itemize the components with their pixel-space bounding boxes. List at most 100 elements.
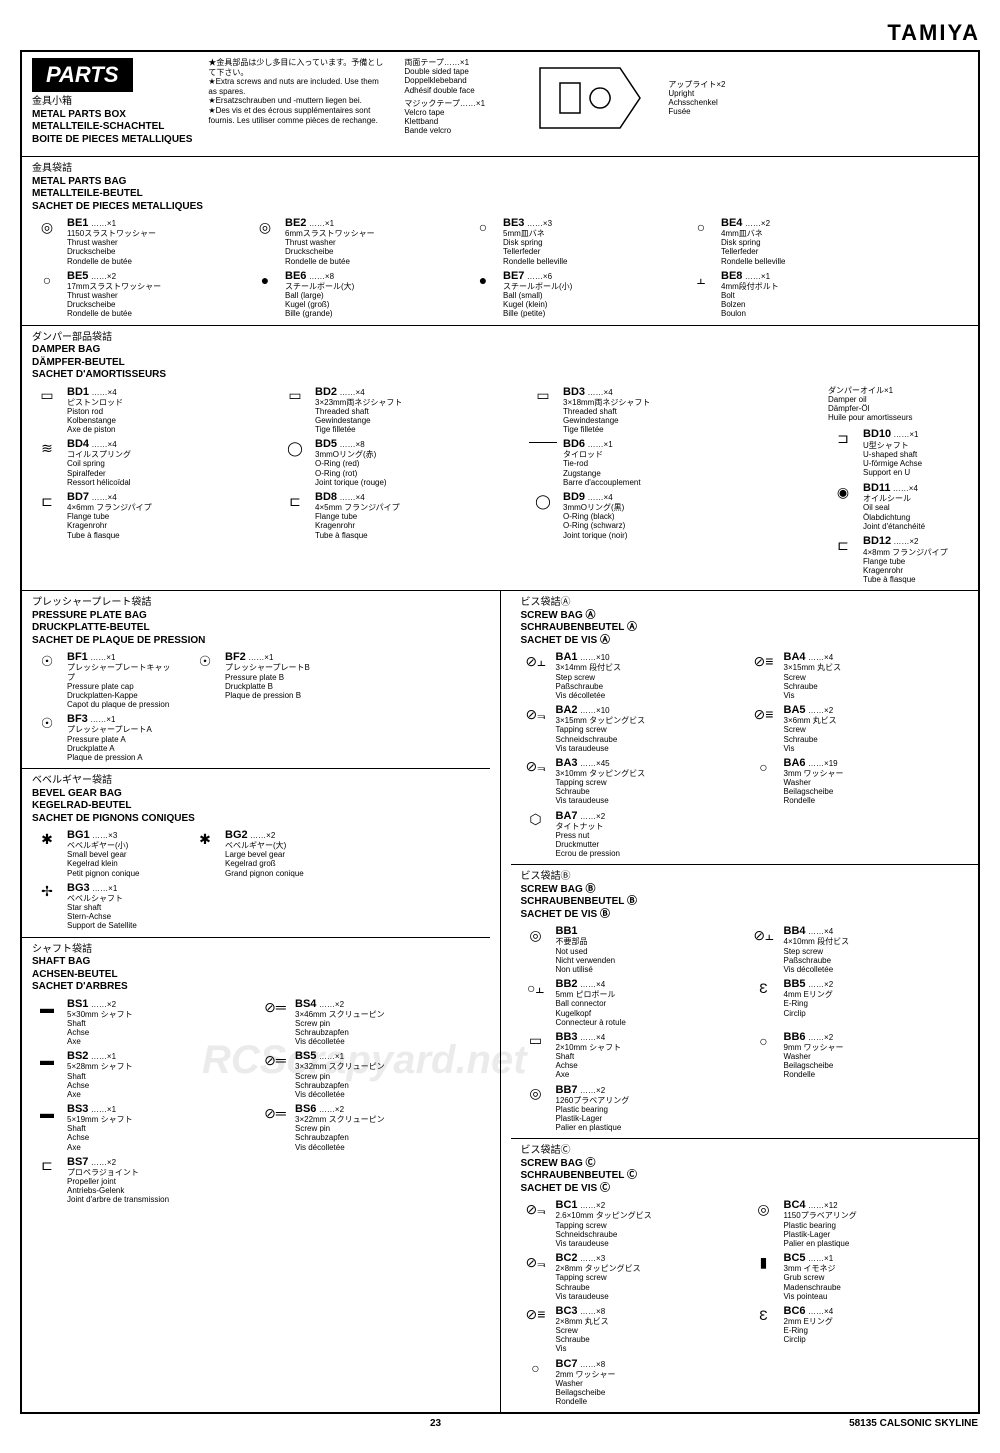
part-jp: 5×28mm シャフト — [67, 1062, 133, 1071]
note-de: ★Ersatzschrauben und -muttern liegen bei… — [208, 96, 388, 106]
part-BC7: ○BC7 ……×82mm ワッシャーWasherBeilagscheibeRon… — [521, 1358, 731, 1407]
damper-section: ダンパー部品袋詰 DAMPER BAG DÄMPFER-BEUTEL SACHE… — [22, 326, 978, 592]
part-code: BG3 — [67, 882, 90, 894]
part-icon: ○⫠ — [521, 978, 551, 998]
part-de: Tellerfeder — [503, 247, 567, 256]
part-de: Paßschraube — [784, 956, 850, 965]
part-jp: ベベルギヤー(小) — [67, 841, 140, 850]
part-BC2: ⊘⫬BC2 ……×32×8mm タッピングビスTapping screwSchr… — [521, 1252, 731, 1301]
part-en: O-Ring (red) — [315, 459, 387, 468]
part-de: U-förmige Achse — [863, 459, 922, 468]
part-fr: Vis décolletée — [295, 1037, 385, 1046]
part-fr: Joint torique (rouge) — [315, 478, 387, 487]
part-en: Disk spring — [721, 238, 785, 247]
part-qty: ……×4 — [893, 484, 918, 493]
part-de: Spiralfeder — [67, 469, 131, 478]
part-de: Schraube — [556, 1335, 609, 1344]
part-code: BC1 — [556, 1199, 578, 1211]
part-en: Thrust washer — [285, 238, 375, 247]
part-qty: ……×3 — [580, 1254, 605, 1263]
part-code: BD4 — [67, 438, 89, 450]
part-en: Screw — [556, 1326, 609, 1335]
part-de: Gewindestange — [315, 416, 402, 425]
part-fr: Axe — [67, 1143, 133, 1152]
part-icon: Ɛ — [749, 978, 779, 998]
part-de: Druckplatte B — [225, 682, 310, 691]
lower-grid: プレッシャープレート袋詰 PRESSURE PLATE BAG DRUCKPLA… — [22, 591, 978, 1412]
part-en: Flange tube — [67, 512, 152, 521]
part-icon: ☉ — [32, 713, 62, 733]
part-fr: Axe de piston — [67, 425, 123, 434]
part-fr: Axe — [556, 1070, 622, 1079]
part-de: Beilagscheibe — [556, 1388, 616, 1397]
part-fr: Axe — [67, 1090, 133, 1099]
part-icon: ⊐ — [828, 428, 858, 448]
part-jp: 2mm Eリング — [784, 1317, 834, 1326]
part-de: Schraubzapfen — [295, 1081, 385, 1090]
part-de: Paßschraube — [556, 682, 622, 691]
part-code: BE6 — [285, 270, 306, 282]
part-icon: ⊘⫬ — [521, 757, 551, 777]
part-jp: 2mm ワッシャー — [556, 1370, 616, 1379]
upright-fr: Fusée — [668, 107, 725, 116]
part-jp: U型シャフト — [863, 441, 922, 450]
part-de: Druckscheibe — [285, 247, 375, 256]
part-BD5: ◯BD5 ……×83mmOリング(赤)O-Ring (red)O-Ring (r… — [280, 438, 510, 487]
part-jp: プレッシャープレートA — [67, 725, 152, 734]
screwA-section: ビス袋詰Ⓐ SCREW BAG Ⓐ SCHRAUBENBEUTEL Ⓐ SACH… — [511, 591, 979, 865]
part-de: Druckplatten-Kappe — [67, 691, 172, 700]
part-icon: ⊏ — [32, 1156, 62, 1176]
shaft-jp: シャフト袋詰 — [32, 944, 480, 957]
pressure-en: PRESSURE PLATE BAG — [32, 610, 147, 621]
part-icon: ○ — [749, 757, 779, 777]
part-BD2: ▭BD2 ……×43×23mm両ネジシャフトThreaded shaftGewi… — [280, 386, 510, 435]
part-de: Madenschraube — [784, 1283, 841, 1292]
part-en: Threaded shaft — [315, 407, 402, 416]
bevel-en: BEVEL GEAR BAG — [32, 788, 122, 799]
screwC-de: SCHRAUBENBEUTEL Ⓒ — [521, 1170, 638, 1181]
part-qty: ……×2 — [91, 272, 116, 281]
part-jp: ベベルシャフト — [67, 894, 137, 903]
part-fr: Non utilisé — [556, 965, 616, 974]
part-code: BD9 — [563, 491, 585, 503]
part-BE3: ○BE3 ……×35mm皿バネDisk springTellerfederRon… — [468, 217, 668, 266]
part-icon: ▭ — [280, 386, 310, 406]
part-jp: 4×6mm フランジパイプ — [67, 503, 152, 512]
part-icon: ≋ — [32, 438, 62, 458]
part-qty: ……×8 — [580, 1307, 605, 1316]
part-en: Coil spring — [67, 459, 131, 468]
part-qty: ……×4 — [340, 388, 365, 397]
h-jp: 金具小箱 — [32, 96, 192, 109]
part-BE1: ◎BE1 ……×11150スラストワッシャーThrust washerDruck… — [32, 217, 232, 266]
part-icon: ☉ — [32, 651, 62, 671]
part-en: Tapping screw — [556, 778, 646, 787]
part-en: Shaft — [67, 1072, 133, 1081]
part-en: Flange tube — [863, 557, 948, 566]
part-code: BD11 — [863, 482, 891, 494]
part-en: Plastic bearing — [784, 1221, 857, 1230]
part-jp: 1260プラベアリング — [556, 1096, 630, 1105]
part-en: Washer — [784, 1052, 844, 1061]
part-en: Disk spring — [503, 238, 567, 247]
part-code: BD12 — [863, 535, 891, 547]
part-jp: スチールボール(小) — [503, 282, 572, 291]
part-qty: ……×4 — [580, 1033, 605, 1042]
part-jp: 3×10mm タッピングビス — [556, 769, 646, 778]
part-jp: 2×8mm 丸ビス — [556, 1317, 609, 1326]
part-code: BG2 — [225, 829, 248, 841]
part-BF3: ☉BF3 ……×1プレッシャープレートAPressure plate ADruc… — [32, 713, 172, 762]
part-fr: Capot du plaque de pression — [67, 700, 172, 709]
part-de: O-Ring (rot) — [315, 469, 387, 478]
part-de: Schraube — [556, 1283, 641, 1292]
metal-jp: 金具袋詰 — [32, 163, 968, 176]
part-de: Beilagscheibe — [784, 1061, 844, 1070]
pressure-fr: SACHET DE PLAQUE DE PRESSION — [32, 635, 205, 646]
part-de: Bolzen — [721, 300, 779, 309]
part-de: Antriebs-Gelenk — [67, 1186, 169, 1195]
screwB-de: SCHRAUBENBEUTEL Ⓑ — [521, 896, 638, 907]
part-code: BS7 — [67, 1156, 88, 1168]
part-code: BD2 — [315, 386, 337, 398]
part-fr: Bille (grande) — [285, 309, 354, 318]
part-en: Threaded shaft — [563, 407, 650, 416]
part-code: BA4 — [784, 651, 806, 663]
